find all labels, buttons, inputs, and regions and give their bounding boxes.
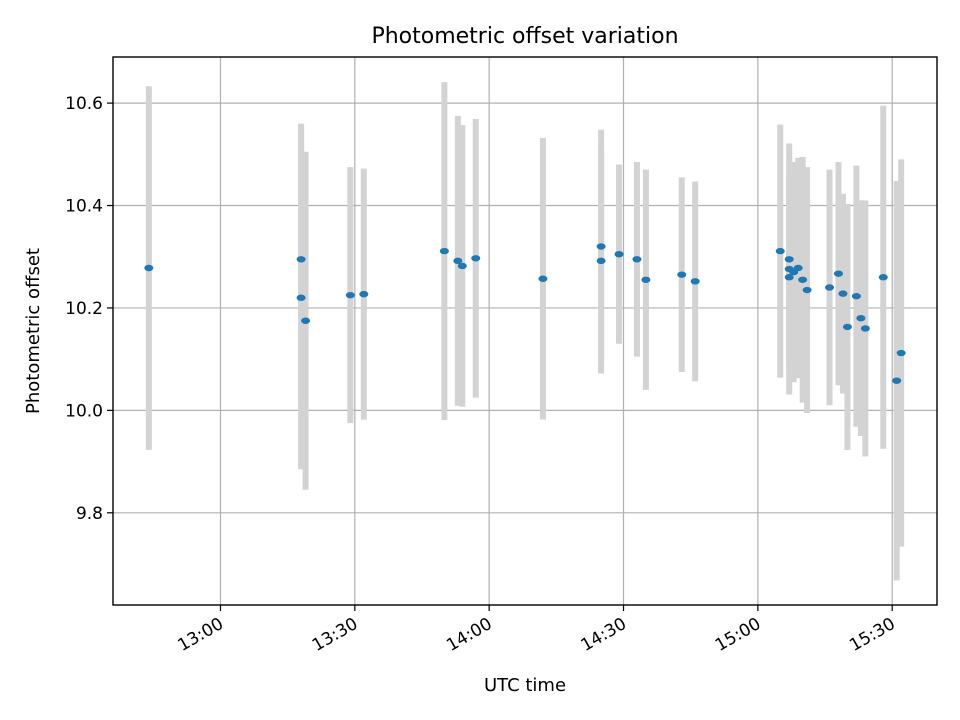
y-tick-label: 10.6 — [65, 94, 103, 114]
data-point — [833, 270, 843, 277]
data-points — [144, 243, 906, 384]
chart-title: Photometric offset variation — [371, 24, 678, 49]
data-point — [301, 317, 311, 324]
y-tick-label: 9.8 — [76, 504, 103, 524]
data-point — [851, 292, 861, 300]
x-tick-label: 14:30 — [578, 614, 630, 656]
data-point — [614, 250, 624, 258]
data-point — [596, 257, 606, 265]
x-axis-ticks: 13:00 13:30 14:00 14:30 15:00 15:30 — [175, 605, 899, 656]
x-tick-label: 14:00 — [443, 614, 495, 656]
x-tick-label: 13:00 — [175, 614, 227, 656]
data-point — [860, 325, 870, 332]
data-point — [439, 247, 449, 255]
y-tick-label: 10.4 — [65, 197, 103, 217]
plot-frame — [112, 56, 938, 606]
data-point — [896, 349, 906, 357]
data-point — [793, 264, 803, 272]
y-tick-label: 10.2 — [65, 299, 103, 319]
data-point — [538, 275, 548, 282]
data-point — [641, 276, 651, 283]
data-point — [359, 290, 369, 298]
data-point — [144, 264, 154, 272]
data-point — [296, 256, 306, 263]
data-point — [892, 377, 902, 384]
data-point — [632, 256, 642, 263]
data-point — [842, 323, 852, 331]
error-bars — [145, 82, 905, 581]
data-point — [690, 278, 700, 285]
data-point — [296, 294, 306, 301]
x-axis-label: UTC time — [484, 675, 566, 696]
grid — [113, 57, 937, 605]
data-point — [596, 243, 606, 250]
data-point — [784, 274, 794, 281]
data-point — [856, 314, 866, 322]
y-tick-label: 10.0 — [65, 401, 103, 421]
data-point — [453, 257, 463, 265]
data-point — [825, 284, 835, 291]
y-axis-label: Photometric offset — [23, 248, 44, 414]
data-point — [775, 247, 785, 255]
data-point — [345, 291, 355, 299]
data-point — [838, 290, 848, 297]
data-point — [798, 276, 808, 283]
data-point — [784, 256, 794, 263]
data-point — [457, 262, 467, 270]
y-axis-ticks: 9.8 10.0 10.2 10.4 10.6 — [65, 94, 113, 524]
x-tick-label: 15:30 — [846, 614, 898, 656]
data-point — [878, 274, 888, 281]
x-tick-label: 13:30 — [309, 614, 361, 656]
data-point — [471, 255, 481, 262]
data-point — [802, 286, 812, 294]
data-point — [677, 271, 687, 278]
x-tick-label: 15:00 — [712, 614, 764, 656]
